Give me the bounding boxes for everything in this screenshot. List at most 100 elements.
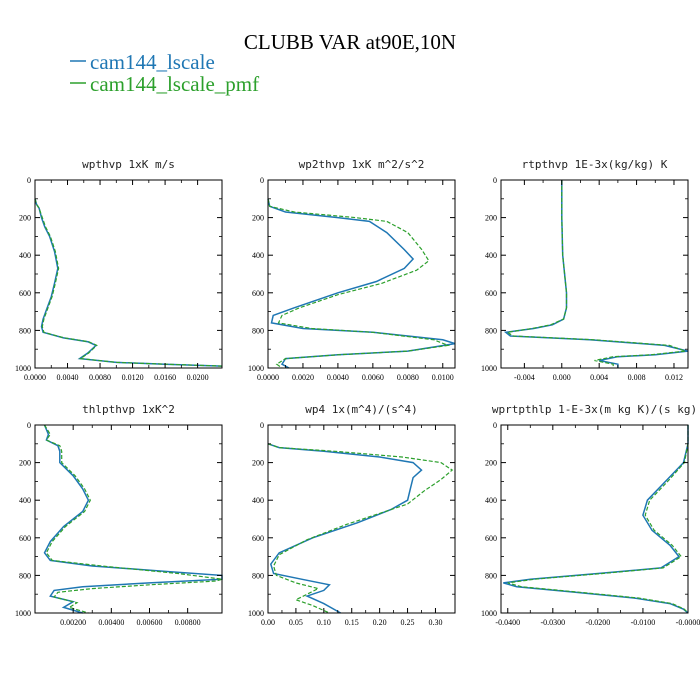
y-tick-label: 600 [19,289,31,298]
panel-thlpthvp: thlpthvp 1xK^2 0 200 400 600 800 1000 0.00200 0.… [15,403,223,627]
series-line-cam144-lscale-pmf [267,443,454,614]
y-tick-label: 800 [252,326,264,335]
plot-frame [267,179,456,369]
x-tick-label: 0.00 [261,618,275,627]
x-tick-label: 0.00200 [60,618,86,627]
x-tick-label: 0.00800 [175,618,201,627]
y-tick-label: 1000 [481,364,497,373]
x-tick-label: -0.0300 [540,618,565,627]
series-line-cam144-lscale-pmf [267,198,451,369]
panel-wprtpthlp: wprtpthlp 1-E-3x(m kg K)/(s kg) 0 200 400 60… [481,403,700,627]
series-line-cam144-lscale [267,198,456,369]
x-tick-label: 0.05 [289,618,303,627]
y-tick-label: 800 [19,326,31,335]
y-tick-label: 400 [252,496,264,505]
series-line-cam144-lscale [267,443,423,614]
y-tick-label: 0 [260,421,264,430]
series-line-cam144-lscale [43,424,223,614]
y-tick-label: 200 [19,459,31,468]
x-tick-label: 0.008 [628,373,646,382]
y-tick-label: 200 [252,214,264,223]
y-tick-label: 600 [252,289,264,298]
x-tick-label: -0.0100 [631,618,656,627]
panel-title: wp2thvp 1xK m^2/s^2 [299,158,425,171]
series-line-cam144-lscale-pmf [507,425,689,614]
plot-frame [267,424,456,614]
y-tick-label: 200 [485,214,497,223]
y-tick-label: 1000 [15,609,31,618]
y-tick-label: 800 [19,571,31,580]
y-tick-label: 400 [19,496,31,505]
y-tick-label: 800 [252,571,264,580]
y-tick-label: 200 [252,459,264,468]
x-tick-label: 0.012 [665,373,683,382]
panel-title: thlpthvp 1xK^2 [82,403,175,416]
x-tick-label: 0.0080 [89,373,111,382]
x-tick-label: 0.30 [428,618,442,627]
y-tick-label: 600 [19,534,31,543]
x-tick-label: 0.0000 [257,373,279,382]
y-tick-label: 600 [485,534,497,543]
y-tick-label: 200 [19,214,31,223]
y-tick-label: 0 [27,176,31,185]
x-tick-label: 0.20 [373,618,387,627]
x-tick-label: 0.25 [401,618,415,627]
y-tick-label: 800 [485,326,497,335]
plot-frame [500,424,689,614]
panel-title: wp4 1x(m^4)/(s^4) [305,403,418,416]
series-line-cam144-lscale-pmf [34,198,223,367]
y-tick-label: 0 [493,421,497,430]
x-tick-label: 0.00600 [136,618,162,627]
y-tick-label: 1000 [248,364,264,373]
x-tick-label: 0.10 [317,618,331,627]
plot-frame [34,179,223,369]
x-tick-label: 0.00400 [98,618,124,627]
x-tick-label: 0.0040 [57,373,79,382]
x-tick-label: 0.0100 [432,373,454,382]
panel-wp2thvp: wp2thvp 1xK m^2/s^2020040060080010000.00… [248,158,456,382]
x-tick-label: -0.0200 [586,618,611,627]
y-tick-label: 400 [19,251,31,260]
x-tick-label: 0.15 [345,618,359,627]
panel-rtpthvp: rtpthvp 1E-3x(kg/kg) K 0 200 400 600 800 1000 -… [481,158,689,382]
series-line-cam144-lscale [34,198,223,367]
x-tick-label: 0.0160 [154,373,176,382]
y-tick-label: 0 [27,421,31,430]
x-tick-label: 0.0080 [397,373,419,382]
legend-label-lscale: cam144_lscale [90,50,215,74]
y-tick-label: 1000 [15,364,31,373]
legend: cam144_lscale cam144_lscale_pmf [70,50,259,96]
y-tick-label: 400 [485,251,497,260]
x-tick-label: 0.0060 [362,373,384,382]
figure-title: CLUBB VAR at90E,10N [244,30,456,54]
x-tick-label: 0.0000 [24,373,46,382]
x-tick-label: 0.0120 [122,373,144,382]
panel-title: wprtpthlp 1-E-3x(m kg K)/(s kg) [492,403,697,416]
y-tick-label: 0 [260,176,264,185]
y-tick-label: 800 [485,571,497,580]
series-line-cam144-lscale [503,425,689,614]
y-tick-label: 400 [485,496,497,505]
legend-label-lscale-pmf: cam144_lscale_pmf [90,72,259,96]
y-tick-label: 1000 [481,609,497,618]
x-tick-label: -0.0000 [676,618,700,627]
x-tick-label: 0.004 [590,373,608,382]
series-line-cam144-lscale-pmf [43,424,223,614]
y-tick-label: 1000 [248,609,264,618]
y-tick-label: 400 [252,251,264,260]
panel-title: wpthvp 1xK m/s [82,158,175,171]
y-tick-label: 600 [485,289,497,298]
panel-title: rtpthvp 1E-3x(kg/kg) K [522,158,668,171]
x-tick-label: 0.000 [553,373,571,382]
x-tick-label: -0.0400 [495,618,520,627]
x-tick-label: 0.0040 [327,373,349,382]
y-tick-label: 0 [493,176,497,185]
x-tick-label: 0.0020 [292,373,314,382]
x-tick-label: -0.004 [514,373,535,382]
y-tick-label: 200 [485,459,497,468]
y-tick-label: 600 [252,534,264,543]
x-tick-label: 0.0200 [187,373,209,382]
